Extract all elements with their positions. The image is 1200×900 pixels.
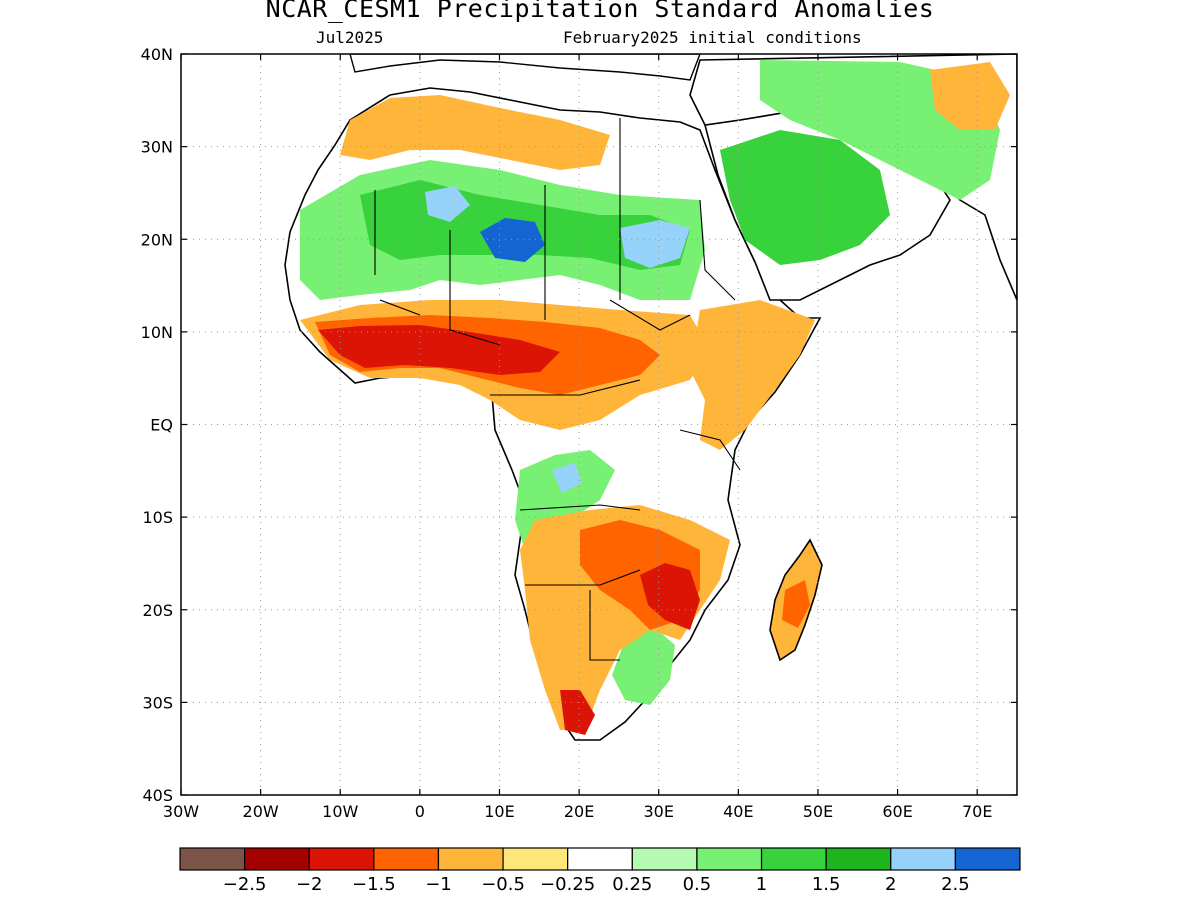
dry-anomaly-mozambique-core: [640, 563, 700, 630]
figure-title: NCAR_CESM1 Precipitation Standard Anomal…: [265, 0, 935, 23]
lon-tick-label: 30W: [163, 802, 199, 821]
country-borders: [374, 118, 741, 661]
colorbar-swatch: [567, 847, 633, 871]
colorbar-tick-label: 0.5: [683, 874, 712, 895]
wet-anomaly-arabia: [720, 130, 890, 265]
colorbar-tick-label: −0.5: [481, 874, 525, 895]
lat-tick-label: 10N: [141, 323, 173, 342]
lat-tick-label: 30N: [141, 138, 173, 157]
axis-ticks: [180, 53, 1017, 796]
colorbar-swatch: [954, 847, 1021, 871]
colorbar-swatch: [502, 847, 569, 871]
lat-tick-label: 40S: [142, 786, 173, 805]
lon-tick-label: 30E: [643, 802, 673, 821]
dry-anomaly-iran: [930, 62, 1010, 130]
colorbar-swatch: [179, 847, 246, 871]
lat-tick-label: 40N: [141, 45, 173, 64]
wet-anomaly-light-blue-west: [425, 186, 470, 222]
map-field: [284, 54, 1017, 741]
colorbar-tick-label: 2.5: [941, 874, 970, 895]
lon-tick-label: 0: [415, 802, 425, 821]
colorbar: [179, 847, 1021, 871]
colorbar-swatch: [825, 847, 892, 871]
colorbar-tick-label: −2: [296, 874, 323, 895]
colorbar-tick-label: −0.25: [540, 874, 595, 895]
colorbar-tick-label: −1.5: [352, 874, 396, 895]
lon-tick-label: 10W: [322, 802, 358, 821]
dry-anomaly-west-africa-core: [318, 325, 560, 375]
latitude-labels: 40N 30N 20N 10N EQ 10S 20S 30S 40S: [141, 45, 173, 805]
initial-conditions: February2025 initial conditions: [563, 28, 862, 47]
longitude-labels: 30W 20W 10W 0 10E 20E 30E 40E 50E 60E 70E: [163, 802, 993, 821]
colorbar-tick-label: 1: [756, 874, 767, 895]
lat-tick-label: 10S: [142, 508, 173, 527]
dry-anomaly-south-coast: [560, 690, 595, 735]
anomaly-fill: [300, 60, 1010, 735]
lat-tick-label: 20N: [141, 230, 173, 249]
colorbar-swatch: [890, 847, 956, 871]
europe-landmass: [349, 54, 701, 81]
colorbar-tick-label: 0.25: [612, 874, 652, 895]
wet-anomaly-angola-blue: [552, 463, 582, 493]
colorbar-swatch: [631, 847, 698, 871]
colorbar-swatch: [760, 847, 827, 871]
colorbar-swatch: [308, 847, 375, 871]
colorbar-tick-label: 1.5: [812, 874, 841, 895]
colorbar-labels: −2.5 −2 −1.5 −1 −0.5 −0.25 0.25 0.5 1 1.5 2 2.5: [223, 874, 970, 895]
colorbar-swatch: [437, 847, 504, 871]
colorbar-swatch: [696, 847, 763, 871]
colorbar-swatch: [373, 847, 440, 871]
lon-tick-label: 50E: [803, 802, 833, 821]
lat-tick-label: EQ: [150, 416, 173, 435]
lon-tick-label: 20E: [564, 802, 594, 821]
lat-tick-label: 30S: [142, 693, 173, 712]
colorbar-swatch: [244, 847, 310, 871]
dry-anomaly-north-africa: [340, 95, 610, 170]
forecast-month: Jul2025: [316, 28, 384, 47]
colorbar-tick-label: −1: [425, 874, 452, 895]
lon-tick-label: 40E: [723, 802, 753, 821]
lon-tick-label: 60E: [882, 802, 912, 821]
colorbar-tick-label: −2.5: [223, 874, 267, 895]
lon-tick-label: 20W: [243, 802, 279, 821]
colorbar-tick-label: 2: [885, 874, 896, 895]
wet-anomaly-south-africa: [612, 628, 675, 705]
wet-anomaly-dark-blue: [480, 218, 545, 262]
wet-anomaly-light-blue: [620, 220, 690, 268]
map-gridlines: [181, 54, 1017, 795]
lat-tick-label: 20S: [142, 601, 173, 620]
lon-tick-label: 10E: [484, 802, 514, 821]
lon-tick-label: 70E: [962, 802, 992, 821]
dry-anomaly-east-africa: [690, 300, 815, 450]
dry-anomaly-madagascar: [782, 580, 810, 628]
